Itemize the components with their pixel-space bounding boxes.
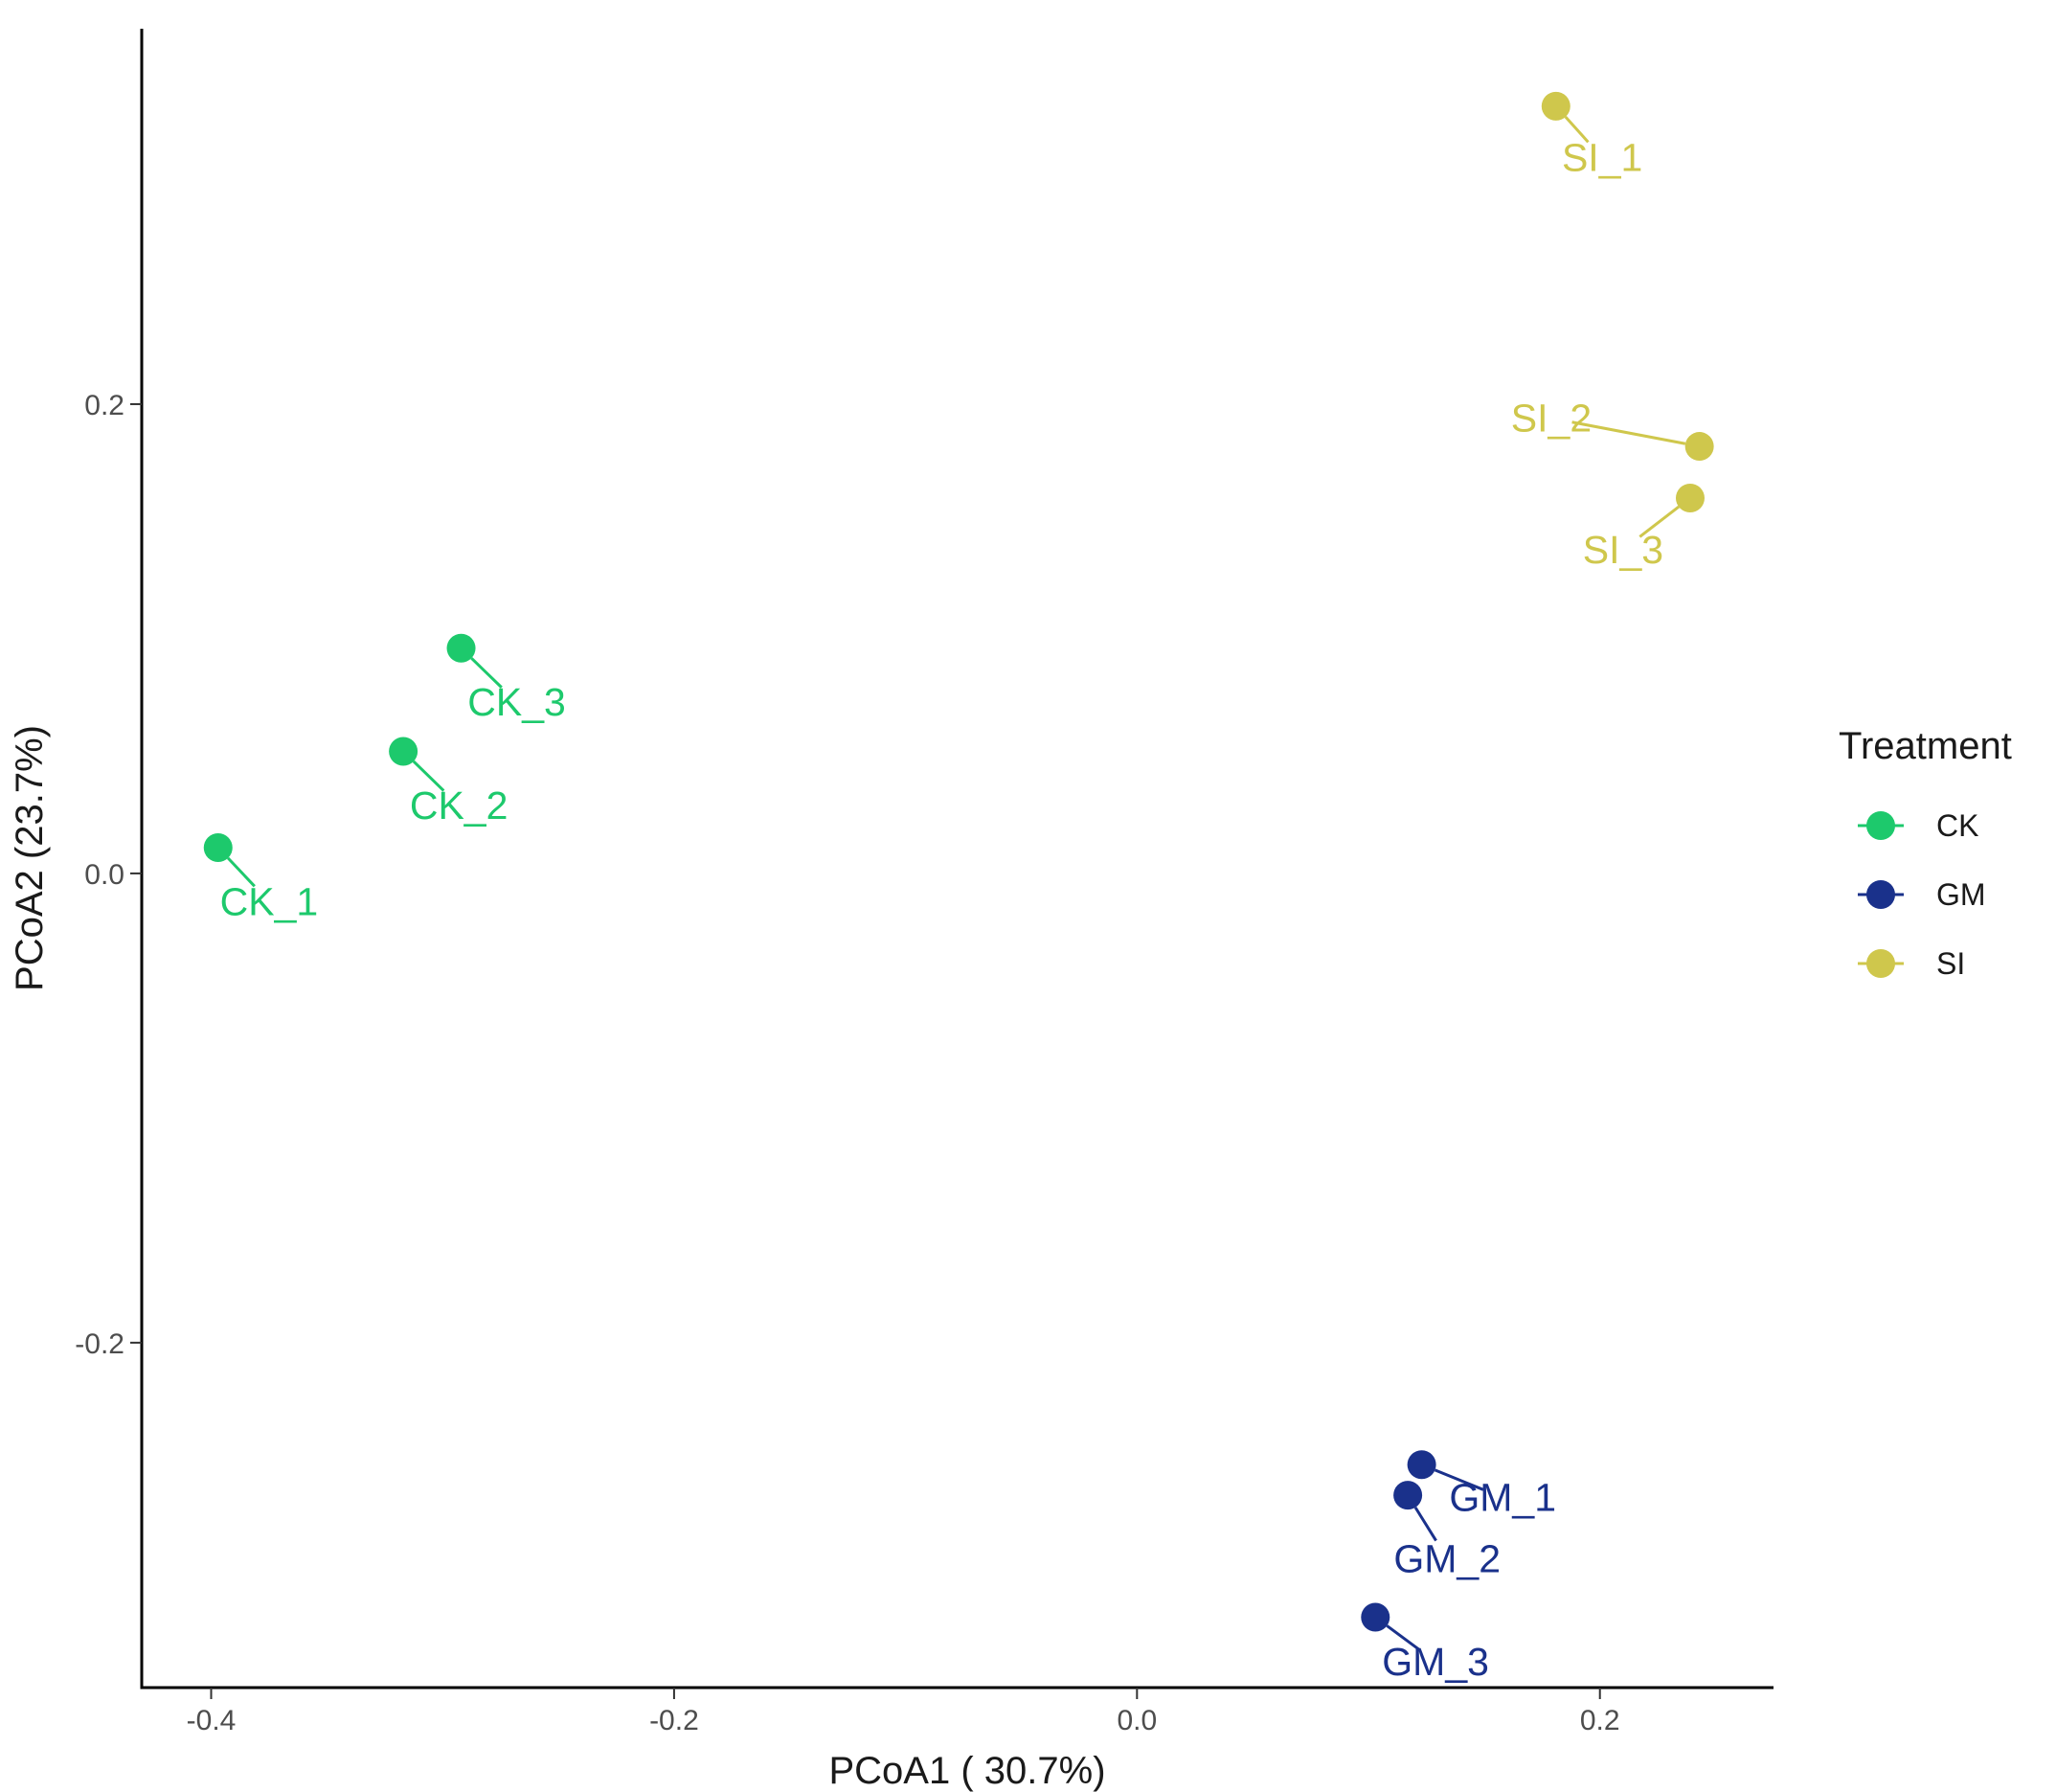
legend-title: Treatment bbox=[1839, 725, 2012, 767]
y-tick-label: 0.0 bbox=[84, 859, 124, 891]
data-point-gm-1 bbox=[1407, 1450, 1436, 1480]
label-leader-line bbox=[1638, 505, 1681, 538]
x-tick-label: 0.2 bbox=[1580, 1705, 1620, 1736]
data-point-si-3 bbox=[1675, 483, 1705, 512]
legend-key-si bbox=[1866, 949, 1895, 978]
point-label: GM_2 bbox=[1393, 1536, 1501, 1580]
data-point-ck-3 bbox=[446, 633, 476, 663]
data-point-ck-1 bbox=[203, 832, 233, 862]
point-label: SI_1 bbox=[1562, 136, 1642, 180]
x-tick-label: -0.2 bbox=[649, 1705, 699, 1736]
label-leader-line bbox=[470, 657, 503, 689]
data-point-gm-2 bbox=[1393, 1481, 1423, 1510]
y-axis-title: PCoA2 (23.7%) bbox=[9, 725, 51, 991]
legend-label: GM bbox=[1936, 877, 1986, 912]
point-label: GM_3 bbox=[1382, 1640, 1489, 1684]
label-leader-line bbox=[1564, 116, 1590, 144]
label-leader-line bbox=[1434, 1468, 1484, 1491]
axes bbox=[140, 29, 1774, 1690]
label-leader-line bbox=[226, 856, 256, 888]
label-leader-line bbox=[412, 760, 445, 792]
label-leader-line bbox=[1386, 1624, 1420, 1651]
point-label: GM_1 bbox=[1449, 1476, 1556, 1520]
point-label: SI_3 bbox=[1583, 528, 1663, 572]
data-point-ck-2 bbox=[389, 737, 418, 766]
point-label: CK_1 bbox=[220, 879, 319, 923]
legend-key-gm bbox=[1866, 880, 1895, 909]
data-point-si-1 bbox=[1541, 91, 1570, 121]
label-leader-line bbox=[1571, 420, 1686, 445]
point-label: CK_2 bbox=[410, 783, 508, 828]
data-point-si-2 bbox=[1684, 432, 1714, 462]
data-point-gm-3 bbox=[1361, 1602, 1390, 1632]
legend-label: CK bbox=[1936, 808, 1978, 843]
legend: Treatment CK GM SI bbox=[1839, 725, 2012, 981]
point-label: SI_2 bbox=[1511, 397, 1592, 441]
legend-label: SI bbox=[1936, 946, 1965, 981]
x-ticks: -0.4 -0.2 0.0 0.2 bbox=[187, 1688, 1620, 1736]
y-tick-label: 0.2 bbox=[84, 390, 124, 421]
plot-points: CK_1 CK_2 CK_3 GM_1 GM_2 GM_3 SI_1 SI_2 SI_3 bbox=[203, 91, 1714, 1684]
x-tick-label: -0.4 bbox=[187, 1705, 237, 1736]
legend-entries: CK GM SI bbox=[1858, 808, 1986, 981]
point-label: CK_3 bbox=[467, 680, 566, 724]
legend-key-ck bbox=[1866, 811, 1895, 840]
x-axis-title: PCoA1 ( 30.7%) bbox=[828, 1750, 1105, 1792]
x-tick-label: 0.0 bbox=[1117, 1705, 1157, 1736]
label-leader-line bbox=[1413, 1507, 1437, 1542]
y-ticks: -0.2 0.0 0.2 bbox=[75, 390, 142, 1360]
y-tick-label: -0.2 bbox=[75, 1328, 124, 1360]
